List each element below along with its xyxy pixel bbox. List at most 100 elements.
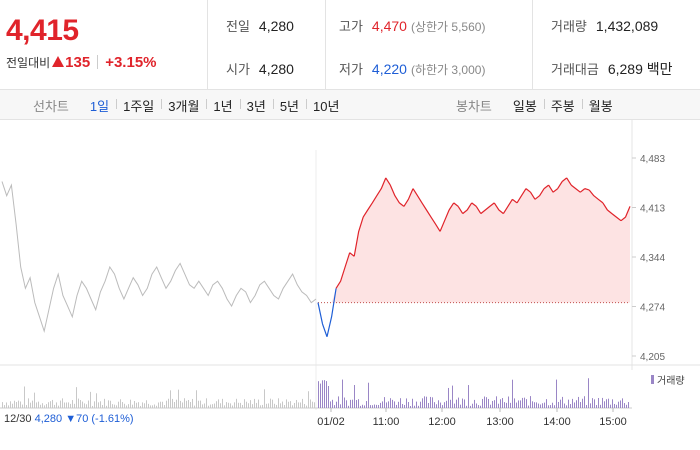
tab-monthly-candle[interactable]: 월봉 [581,96,620,115]
line-chart-tabs: 선차트 1일 1주일 3개월 1년 3년 5년 10년 [33,90,346,120]
prev-volume-bar [70,403,71,408]
prev-volume-bar [114,404,115,408]
volume-label: 거래량 [551,19,587,34]
prev-volume-bar [160,401,161,408]
prev-volume-bar [68,402,69,408]
today-volume-bar [494,400,495,408]
x-tick-label: 01/02 [317,416,345,428]
prev-volume-bar [94,401,95,408]
prev-volume-bar [220,403,221,408]
tab-5y[interactable]: 5년 [272,96,306,115]
tab-1y[interactable]: 1년 [206,96,239,115]
today-volume-bar [322,380,323,408]
prev-volume-bar [174,402,175,408]
prev-volume-bar [242,404,243,408]
prev-volume-bar [198,400,199,408]
today-volume-bar [498,403,499,408]
prev-volume-bar [164,405,165,408]
prev-volume-bar [28,398,29,408]
today-volume-bar [488,398,489,408]
volume-swatch [651,375,654,384]
prev-day-change: ▼70 (-1.61%) [65,413,134,425]
today-volume-bar [512,379,513,408]
prev-volume-bar [10,401,11,408]
today-volume-bar [544,402,545,408]
prev-volume-bar [206,398,207,408]
prev-volume-bar [210,404,211,408]
price-chart[interactable]: 4,483 4,413 4,344 4,274 4,205 01/02 11:00 12:00… [0,120,700,450]
open-label: 시가 [226,62,250,77]
prev-volume-bar [112,404,113,408]
prev-volume-bar [166,400,167,408]
today-volume-bar [622,398,623,408]
prev-volume-bar [126,405,127,408]
prev-volume-bar [278,398,279,408]
tab-1d[interactable]: 1일 [89,98,110,114]
today-volume-bar [450,399,451,408]
tab-3m[interactable]: 3개월 [161,96,206,115]
prev-volume-bar [50,401,51,408]
prev-volume-bar [312,401,313,408]
prev-volume-bar [202,404,203,408]
today-volume-bar [458,397,459,408]
prev-volume-bar [180,400,181,408]
today-volume-bar [530,396,531,408]
prev-volume-bar [90,391,91,408]
prev-volume-bar [254,398,255,408]
prev-volume-bar [178,389,179,408]
today-line-up [335,177,631,289]
prev-volume-bar [128,404,129,408]
today-volume-bar [422,398,423,408]
prev-volume-bar [14,400,15,408]
prev-volume-bar [190,401,191,408]
prev-volume-bar [24,386,25,408]
today-volume-bar [466,405,467,408]
prev-volume-bar [102,404,103,408]
tab-3y[interactable]: 3년 [239,96,273,115]
today-volume-bar [344,397,345,408]
prev-volume-bar [296,399,297,408]
prev-volume-bar [130,399,131,408]
today-volume-bar [364,405,365,408]
today-volume-bar [410,405,411,408]
prev-volume-bar [92,405,93,408]
today-volume-bar [540,404,541,408]
today-volume-bar [418,405,419,408]
today-volume-bar [560,399,561,408]
today-volume-bar [564,403,565,408]
today-volume-bar [476,403,477,408]
prev-volume-bar [256,402,257,408]
today-volume-bar [394,401,395,408]
today-volume-bar [382,401,383,408]
prev-volume-bar [158,402,159,408]
prev-volume-bar [150,405,151,408]
today-volume-bar [464,399,465,408]
prev-volume-bar [96,393,97,408]
prev-volume-bar [6,402,7,408]
today-volume-bar [604,401,605,408]
prev-volume-bar [40,404,41,408]
today-volume-bar [414,405,415,408]
prev-volume-bar [246,401,247,408]
prev-volume-bar [224,405,225,408]
today-volume-bar [396,404,397,408]
today-line-down [317,288,337,337]
tab-weekly-candle[interactable]: 주봉 [543,96,582,115]
prev-volume-bar [300,402,301,408]
tab-10y[interactable]: 10년 [306,96,346,115]
prev-volume-bar [38,401,39,408]
prev-volume-bar [152,405,153,408]
today-volume-bar [416,401,417,408]
prev-volume-bar [58,405,59,408]
today-volume-bar [446,400,447,408]
today-volume-bar [436,404,437,408]
tab-daily-candle[interactable]: 일봉 [512,98,537,114]
current-price-box: 4,415 전일대비 135 +3.15% [0,0,208,90]
prev-volume-bar [16,402,17,408]
prev-volume-bar [258,399,259,408]
tab-1w[interactable]: 1주일 [116,96,161,115]
candle-chart-title: 봉차트 [456,98,492,114]
today-volume-bar [374,404,375,408]
today-volume-bar [482,398,483,408]
today-volume-bar [404,404,405,408]
